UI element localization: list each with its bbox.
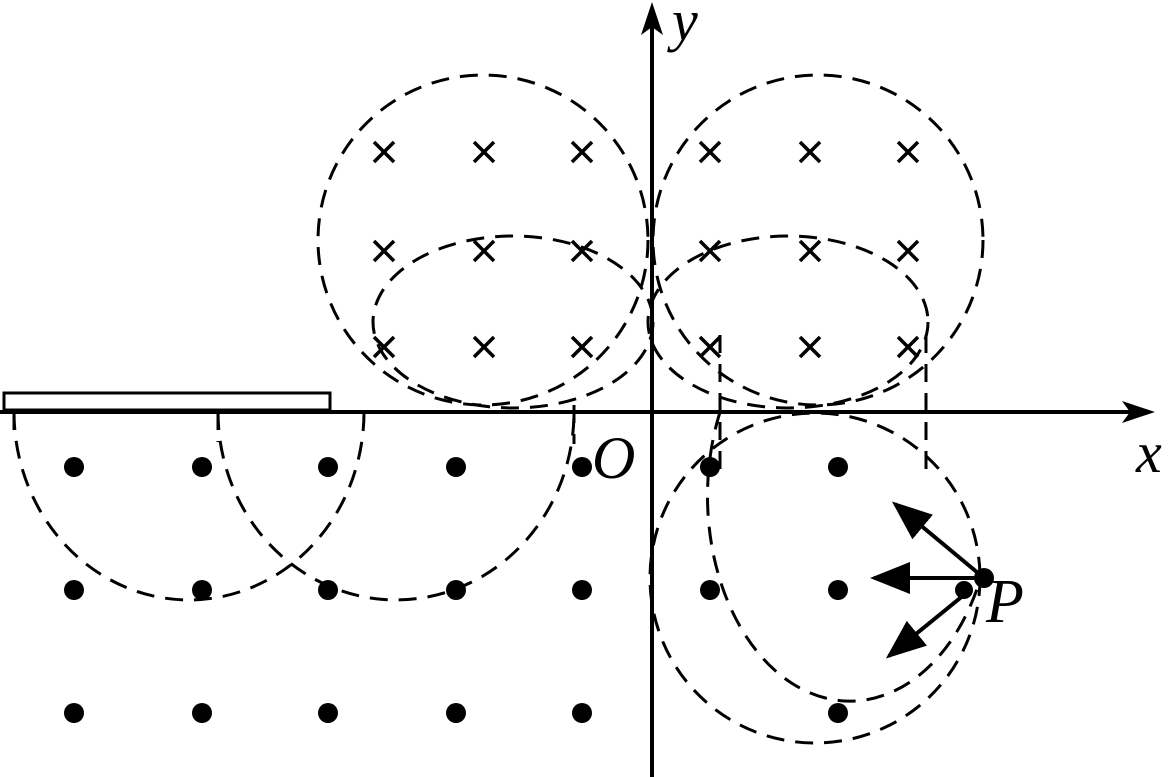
field-dot-mark bbox=[828, 703, 848, 723]
field-cross-mark bbox=[896, 335, 920, 359]
field-dot-mark bbox=[572, 580, 592, 600]
trajectory-circle-upper-right-large bbox=[651, 73, 985, 407]
field-cross-mark bbox=[372, 239, 396, 263]
field-cross-mark bbox=[896, 140, 920, 164]
field-dot-mark bbox=[318, 703, 338, 723]
field-cross-mark bbox=[698, 239, 722, 263]
point-p-label: P bbox=[985, 568, 1024, 636]
y-axis-label: y bbox=[667, 0, 698, 53]
field-dot-group bbox=[64, 457, 848, 723]
field-dot-mark bbox=[572, 457, 592, 477]
field-cross-mark bbox=[798, 140, 822, 164]
trajectory-arc-left-lower-2 bbox=[216, 411, 576, 602]
field-dot-mark bbox=[446, 703, 466, 723]
field-cross-mark bbox=[570, 335, 594, 359]
field-cross-mark bbox=[472, 335, 496, 359]
trajectory-arc-lower-right-small bbox=[706, 411, 982, 703]
velocity-arrow-down-left bbox=[885, 588, 972, 659]
field-dot-mark bbox=[64, 703, 84, 723]
origin-label: O bbox=[592, 425, 635, 491]
field-dot-mark bbox=[700, 580, 720, 600]
field-cross-mark bbox=[798, 239, 822, 263]
field-dot-mark bbox=[572, 703, 592, 723]
field-dot-mark bbox=[192, 580, 212, 600]
x-axis-arrowhead bbox=[1122, 401, 1155, 423]
field-cross-mark bbox=[372, 140, 396, 164]
point-p-secondary-dot bbox=[955, 581, 973, 599]
field-dot-mark bbox=[828, 580, 848, 600]
field-cross-mark bbox=[896, 239, 920, 263]
field-cross-mark bbox=[472, 140, 496, 164]
trajectory-arc-left-lower-1 bbox=[12, 411, 366, 602]
y-axis-arrowhead bbox=[641, 2, 663, 35]
field-dot-mark bbox=[192, 703, 212, 723]
field-dot-mark bbox=[64, 457, 84, 477]
trajectory-ellipse-upper-right-small bbox=[646, 234, 930, 410]
screen-plate bbox=[2, 391, 332, 412]
field-cross-mark bbox=[798, 335, 822, 359]
field-cross-mark bbox=[570, 239, 594, 263]
field-cross-mark bbox=[570, 140, 594, 164]
field-cross-mark bbox=[472, 239, 496, 263]
field-dot-mark bbox=[828, 457, 848, 477]
velocity-arrow-up-left bbox=[891, 501, 986, 580]
field-dot-mark bbox=[700, 457, 720, 477]
field-cross-mark bbox=[698, 140, 722, 164]
x-axis-label: x bbox=[1135, 420, 1162, 485]
trajectory-circle-upper-left-large bbox=[316, 73, 650, 407]
field-cross-mark bbox=[372, 335, 396, 359]
field-dot-mark bbox=[64, 580, 84, 600]
field-cross-mark bbox=[698, 335, 722, 359]
field-dot-mark bbox=[192, 457, 212, 477]
trajectory-ellipse-upper-left-small bbox=[371, 234, 655, 410]
field-cross-group bbox=[372, 140, 920, 359]
field-dot-mark bbox=[446, 457, 466, 477]
field-dot-mark bbox=[318, 457, 338, 477]
